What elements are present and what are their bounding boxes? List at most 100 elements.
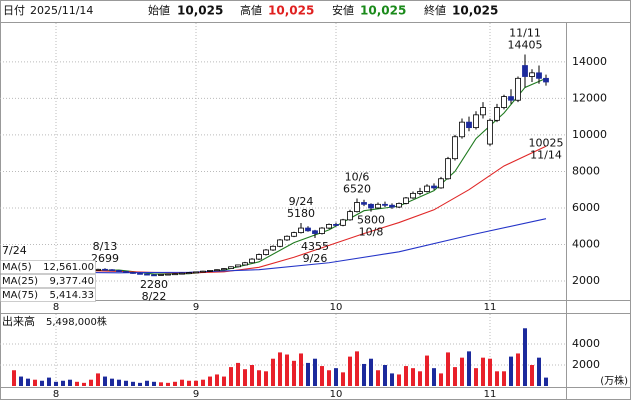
y-tick-label: 2000 (572, 274, 600, 287)
volume-bar (257, 370, 261, 386)
candle-body (375, 203, 381, 209)
x-tick-label: 11 (484, 302, 497, 313)
y-tick-label: 8000 (572, 164, 600, 177)
annotation-value: 6520 (343, 182, 371, 195)
candle-body (368, 203, 374, 209)
volume-bar (530, 365, 534, 386)
candle-body (452, 136, 458, 160)
candle-body (340, 219, 346, 226)
candle-body (466, 121, 472, 129)
volume-bar (138, 382, 142, 386)
candle-body (431, 185, 437, 189)
volume-bar (299, 353, 303, 386)
annotation-date: 9/26 (303, 252, 328, 265)
volume-bar (383, 365, 387, 386)
volume-bar (145, 380, 149, 386)
volume-bar (54, 381, 58, 386)
candle-body (438, 178, 444, 189)
volume-bar (439, 373, 443, 386)
candle-body (480, 107, 486, 116)
candle-body (186, 272, 192, 275)
open-value: 10,025 (177, 4, 223, 18)
volume-bar (271, 358, 275, 386)
candle-body (445, 158, 451, 180)
volume-bar (40, 380, 44, 386)
volume-bar (285, 354, 289, 386)
candle-body (501, 96, 507, 108)
annotation-value: 14405 (508, 38, 543, 51)
x-tick-label: 8 (53, 302, 59, 313)
legend-value: 9,377.40 (49, 276, 94, 287)
legend-box (0, 260, 96, 274)
volume-bar (474, 368, 478, 386)
low-value: 10,025 (360, 4, 406, 18)
volume-bar (208, 376, 212, 386)
y-tick-label: 12000 (572, 91, 607, 104)
candle-body (319, 227, 325, 234)
volume-bar (124, 380, 128, 386)
volume-bar (411, 368, 415, 386)
candle-body (543, 77, 549, 83)
volume-bar (89, 379, 93, 386)
candle-body (396, 203, 402, 208)
volume-bar (306, 362, 310, 386)
annotation-date: 8/13 (93, 240, 118, 253)
candle-body (235, 264, 241, 268)
volume-bar (68, 379, 72, 386)
volume-bar (523, 328, 527, 386)
volume-bar (446, 352, 450, 386)
candle-body (298, 227, 304, 234)
legend-value: 12,561.00 (43, 262, 94, 273)
volume-bar (292, 360, 296, 386)
candle-body (536, 72, 542, 79)
candle-body (508, 96, 514, 101)
volume-bar (362, 363, 366, 386)
volume-bar (502, 371, 506, 386)
volume-bar (516, 353, 520, 386)
candle-body (270, 245, 276, 251)
volume-bar (12, 370, 16, 386)
volume-bar (397, 374, 401, 386)
volume-bar (334, 368, 338, 386)
volume-bar (481, 357, 485, 386)
candle-body (305, 227, 311, 232)
low-label: 安値 (332, 3, 354, 17)
close-label: 終値 (424, 3, 446, 17)
candle-body (312, 230, 318, 234)
open-label: 始値 (148, 3, 170, 17)
legend-name: MA(25) (2, 276, 38, 287)
candle-body (333, 224, 339, 226)
candle-body (473, 114, 479, 129)
candle-body (403, 197, 409, 204)
y-tick-label: 4000 (572, 237, 600, 250)
volume-bar (348, 356, 352, 386)
x-tick-label: 10 (330, 302, 343, 313)
volume-bar (418, 371, 422, 386)
candle-body (410, 192, 416, 199)
volume-bar (327, 370, 331, 386)
volume-bar (215, 374, 219, 386)
candle-body (494, 107, 500, 121)
x-tick-label: 10 (330, 389, 343, 400)
volume-bar (460, 357, 464, 386)
candle-body (172, 273, 178, 276)
annotation-date: 11/11 (509, 26, 541, 39)
volume-bar (453, 367, 457, 386)
volume-bar (495, 371, 499, 386)
candle-body (200, 270, 206, 273)
legend-name: MA(5) (2, 262, 32, 273)
candle-body (382, 203, 388, 206)
volume-bar (75, 381, 79, 386)
volume-bar (243, 369, 247, 386)
candle-body (214, 269, 220, 272)
x-tick-label: 8 (53, 389, 59, 400)
candle-body (347, 211, 353, 221)
candle-body (109, 269, 115, 272)
y-tick-label: 6000 (572, 201, 600, 214)
volume-bar (103, 376, 107, 386)
volume-bar (278, 352, 282, 386)
volume-bar (537, 357, 541, 386)
legend-name: MA(75) (2, 290, 38, 301)
